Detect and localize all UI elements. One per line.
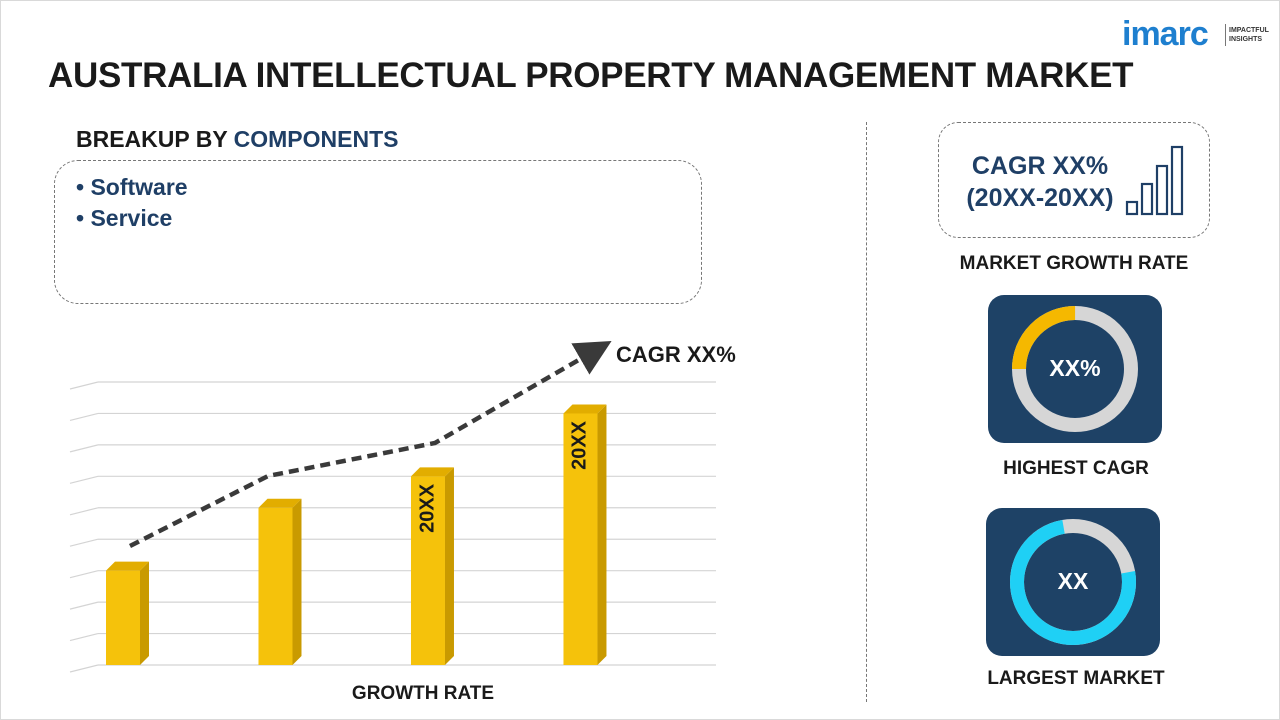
breakup-prefix: BREAKUP BY: [76, 126, 234, 152]
imarc-logo: imarc IMPACTFUL INSIGHTS: [1122, 14, 1272, 54]
donut-arc: [1010, 519, 1136, 645]
highest-cagr-label: HIGHEST CAGR: [1003, 458, 1149, 479]
highest-cagr-donut: [1012, 306, 1138, 432]
component-item: • Service: [76, 205, 173, 231]
largest-market-card: XX: [986, 508, 1160, 656]
section-divider: [866, 122, 867, 702]
highest-cagr-value: XX%: [1049, 355, 1101, 381]
component-item-label: Service: [90, 205, 173, 231]
page-title: AUSTRALIA INTELLECTUAL PROPERTY MANAGEME…: [48, 56, 1134, 95]
largest-market-label: LARGEST MARKET: [987, 668, 1165, 689]
largest-market-donut: [1010, 519, 1136, 645]
components-box: [54, 160, 702, 304]
bar-growth-icon: [1125, 145, 1184, 216]
breakup-heading: BREAKUP BY COMPONENTS: [76, 126, 398, 153]
logo-wordmark: imarc: [1122, 15, 1209, 53]
market-growth-rate-label: MARKET GROWTH RATE: [959, 253, 1189, 274]
cagr-text: CAGR XX% (20XX-20XX): [952, 150, 1128, 214]
component-item-label: Software: [90, 174, 188, 200]
logo-tagline: IMPACTFUL INSIGHTS: [1229, 27, 1269, 43]
highest-cagr-card: XX%: [988, 295, 1162, 443]
components-list: • Software • Service: [76, 172, 188, 234]
cagr-box: [938, 122, 1210, 238]
cagr-line1: CAGR XX%: [971, 152, 1109, 180]
largest-market-value: XX: [1057, 568, 1089, 594]
logo-separator: [1225, 24, 1226, 46]
donut-arc: [1012, 306, 1138, 432]
breakup-highlight: COMPONENTS: [233, 126, 399, 152]
cagr-line2: (20XX-20XX): [966, 184, 1114, 212]
component-item: • Software: [76, 174, 188, 200]
